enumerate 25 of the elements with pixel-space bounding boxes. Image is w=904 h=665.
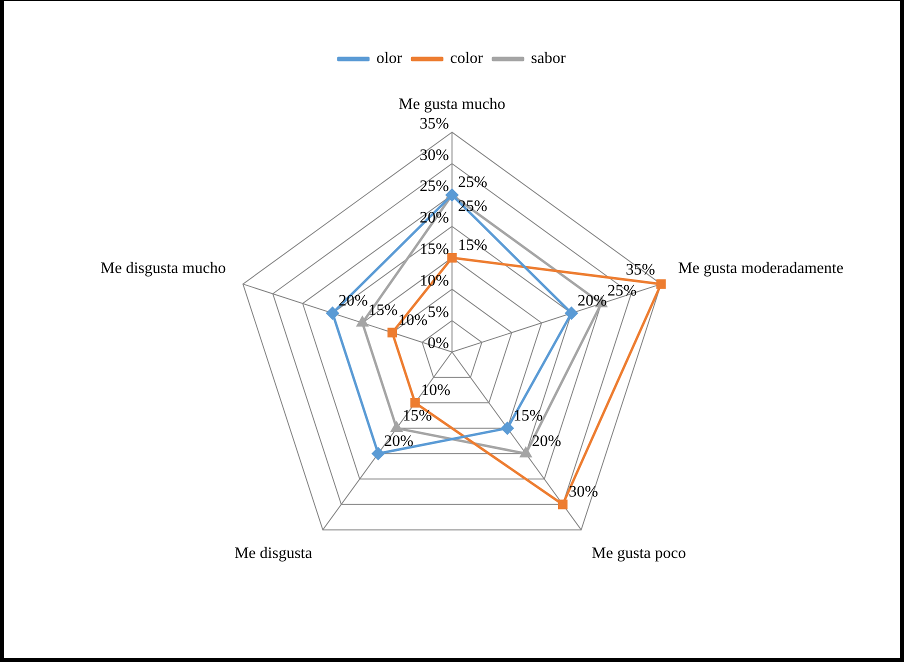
y-tick-label: 35% xyxy=(420,115,449,132)
spoke-label: Me gusta poco xyxy=(592,545,686,562)
data-label: 15% xyxy=(402,407,432,424)
data-label: 35% xyxy=(626,261,656,278)
data-label: 20% xyxy=(577,292,607,310)
spoke-label: Me disgusta mucho xyxy=(100,260,226,278)
legend-label: color xyxy=(450,50,484,68)
y-tick-label: 30% xyxy=(420,146,449,164)
data-label: 20% xyxy=(532,432,562,450)
spoke-label: Me disgusta xyxy=(234,545,312,562)
data-label: 15% xyxy=(513,407,543,424)
data-label: 15% xyxy=(368,302,398,320)
y-tick-label: 5% xyxy=(428,304,449,321)
y-tick-label: 15% xyxy=(420,241,449,258)
data-label: 20% xyxy=(384,432,414,450)
y-tick-label: 0% xyxy=(428,335,449,352)
data-label: 15% xyxy=(458,237,488,254)
spoke-label: Me gusta moderadamente xyxy=(678,260,844,278)
y-tick-label: 25% xyxy=(420,178,449,196)
legend-label: olor xyxy=(376,50,403,68)
data-label: 25% xyxy=(607,282,637,300)
data-label: 25% xyxy=(458,174,488,192)
spoke-label: Me gusta mucho xyxy=(398,96,506,113)
data-label: 30% xyxy=(568,484,598,501)
legend-label: sabor xyxy=(530,50,566,68)
